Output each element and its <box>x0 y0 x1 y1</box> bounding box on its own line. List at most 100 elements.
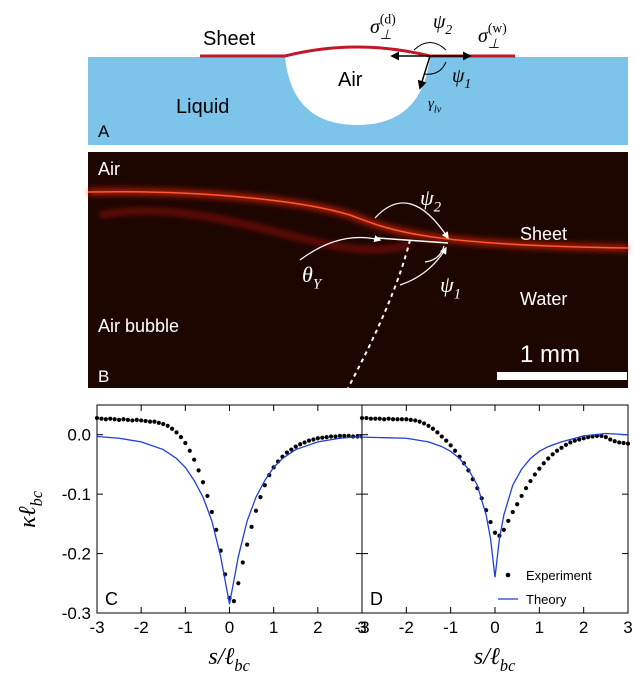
x-tick-label: -2 <box>399 618 414 637</box>
data-point <box>95 416 99 420</box>
data-point <box>183 441 187 445</box>
text: Air bubble <box>98 316 179 336</box>
superscript: (d) <box>380 11 396 27</box>
data-point <box>564 443 568 447</box>
base: ψ <box>420 185 434 210</box>
base: ψ <box>452 65 465 87</box>
data-point <box>245 543 249 547</box>
subscript: 1 <box>464 76 471 91</box>
x-tick-label: -1 <box>443 618 458 637</box>
base: ψ <box>433 11 446 33</box>
data-point <box>192 458 196 462</box>
label: A <box>98 122 110 141</box>
data-point <box>373 417 377 421</box>
data-point <box>404 417 408 421</box>
label: Sheet <box>520 224 567 244</box>
label: Water <box>520 289 567 309</box>
text: s/ℓbc <box>208 644 250 675</box>
x-tick-label: 0 <box>225 618 234 637</box>
legend-label: Experiment <box>526 568 592 583</box>
data-point <box>333 434 337 438</box>
text: Sheet <box>520 224 567 244</box>
data-point <box>604 435 608 439</box>
text: C <box>105 589 118 609</box>
data-point <box>236 581 240 585</box>
data-point <box>418 420 422 424</box>
data-point <box>148 420 152 424</box>
data-point <box>533 472 537 476</box>
label: Liquid <box>176 96 229 118</box>
data-point <box>205 494 209 498</box>
data-point <box>395 417 399 421</box>
text: Air <box>98 159 120 179</box>
data-point <box>157 421 161 425</box>
data-point <box>608 437 612 441</box>
base: θ <box>302 262 313 287</box>
data-point <box>143 419 147 423</box>
data-point <box>502 528 506 532</box>
data-point <box>559 446 563 450</box>
data-point <box>325 435 329 439</box>
text: A <box>98 122 110 141</box>
data-point <box>426 424 430 428</box>
text: Air <box>338 69 363 91</box>
subscript: bc <box>234 656 250 675</box>
data-point <box>139 418 143 422</box>
data-point <box>249 525 253 529</box>
data-point <box>320 436 324 440</box>
data-point <box>378 417 382 421</box>
data-point <box>626 442 630 446</box>
data-point <box>555 449 559 453</box>
data-point <box>413 418 417 422</box>
data-point <box>537 466 541 470</box>
data-point <box>515 502 519 506</box>
data-point <box>126 418 130 422</box>
text: κℓbc <box>15 490 46 528</box>
data-point <box>338 434 342 438</box>
data-point <box>135 418 139 422</box>
label: s/ℓbc <box>208 644 250 675</box>
data-point <box>520 494 524 498</box>
text: 1 mm <box>520 341 580 368</box>
data-point <box>528 479 532 483</box>
text: Sheet <box>203 28 256 50</box>
data-point <box>364 416 368 420</box>
data-point <box>316 436 320 440</box>
data-point <box>311 437 315 441</box>
label: Air <box>338 69 363 91</box>
data-point <box>546 456 550 460</box>
x-tick-label: 0 <box>490 618 499 637</box>
y-tick-label: -0.1 <box>62 485 91 504</box>
label: σ⊥(d) <box>370 11 396 42</box>
data-point <box>121 417 125 421</box>
data-point <box>108 417 112 421</box>
data-point <box>369 417 373 421</box>
label: B <box>98 367 109 386</box>
data-point <box>542 461 546 465</box>
data-point <box>488 520 492 524</box>
x-tick-label: 2 <box>313 618 322 637</box>
data-point <box>382 417 386 421</box>
text: D <box>370 589 383 609</box>
subscript: bc <box>27 490 46 506</box>
data-point <box>117 418 121 422</box>
label: Sheet <box>203 28 256 50</box>
subscript: 2 <box>445 22 452 37</box>
data-point <box>104 417 108 421</box>
subscript: ⊥ <box>380 27 392 42</box>
x-tick-label: 1 <box>535 618 544 637</box>
data-point <box>617 440 621 444</box>
data-point <box>453 449 457 453</box>
data-point <box>179 435 183 439</box>
data-point <box>613 439 617 443</box>
base: κℓ <box>15 506 41 528</box>
data-point <box>99 417 103 421</box>
data-point <box>174 430 178 434</box>
data-point <box>387 417 391 421</box>
label: C <box>105 589 118 609</box>
subscript: lv <box>434 105 442 116</box>
label: κℓbc <box>15 490 46 528</box>
data-point <box>568 440 572 444</box>
data-point <box>493 531 497 535</box>
label: Air bubble <box>98 316 179 336</box>
